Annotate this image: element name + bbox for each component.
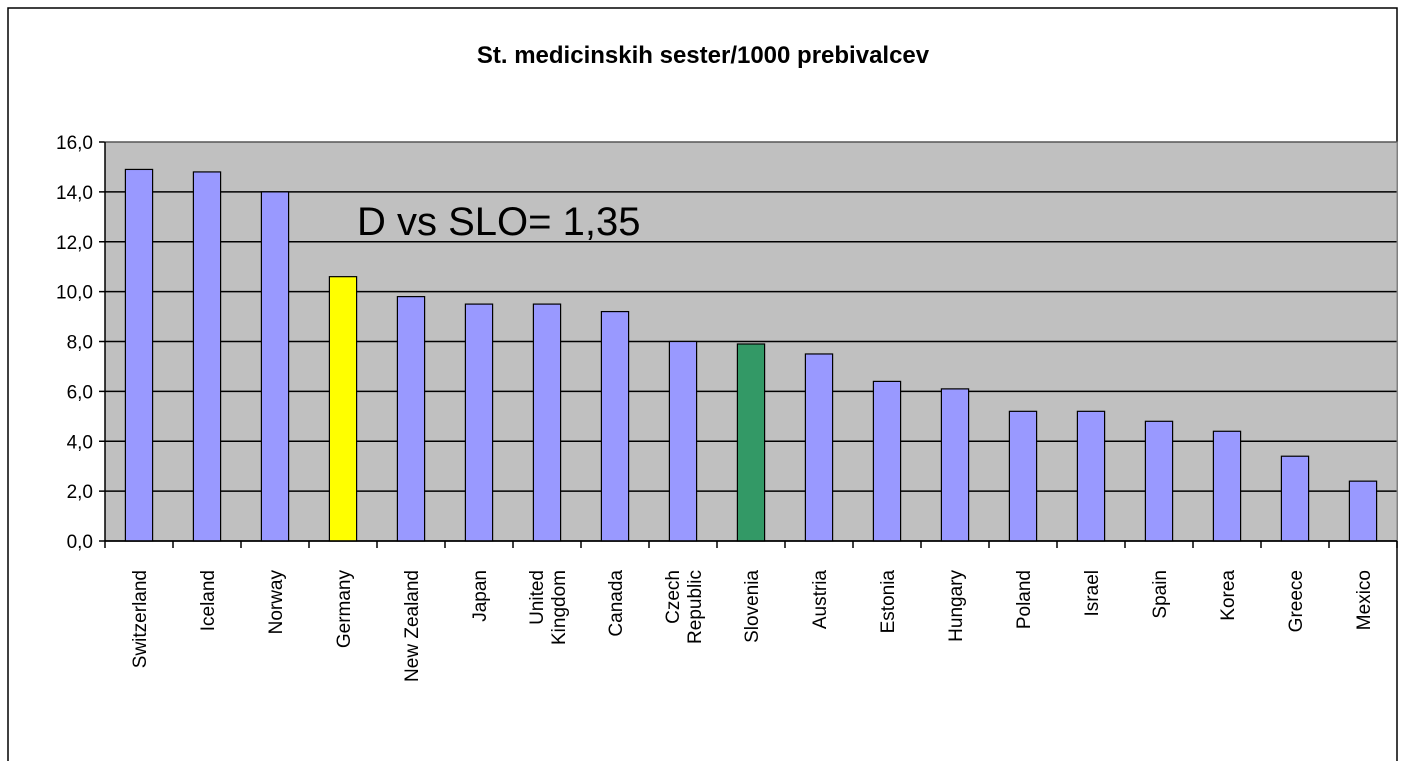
y-tick-label: 12,0 [56,233,93,254]
y-tick-label: 6,0 [67,382,93,403]
x-tick-label-line: Canada [606,570,627,637]
y-tick-label: 16,0 [56,133,93,154]
bar [940,388,970,542]
bar [1212,430,1242,542]
x-tick-label-line: Switzerland [130,570,151,668]
x-tick-label: Estonia [878,570,899,634]
bar [736,343,766,542]
x-tick-label: Austria [810,570,831,630]
x-tick-label: Greece [1286,570,1307,632]
bar [328,276,358,542]
bar [872,380,902,542]
x-tick-label: Canada [606,570,627,637]
x-tick-label-line: Poland [1014,570,1035,629]
x-tick-label-line: Slovenia [742,570,763,643]
x-tick-label: Poland [1014,570,1035,629]
x-tick-label: Spain [1150,570,1171,619]
y-tick-label: 2,0 [67,482,93,503]
x-tick-label: CzechRepublic [663,570,706,644]
x-tick-label-line: Japan [470,570,491,622]
bar [464,303,494,542]
x-tick-label: Israel [1082,570,1103,616]
bar [1280,455,1310,542]
x-tick-label-line: Estonia [878,570,899,634]
x-tick-label: Mexico [1354,570,1375,630]
x-tick-label-line: United [527,570,548,625]
x-tick-label-line: New Zealand [402,570,423,682]
x-tick-label-line: Korea [1218,570,1239,621]
bar [1076,410,1106,542]
bar [396,296,426,542]
x-tick-label-line: Iceland [198,570,219,631]
y-tick-label: 10,0 [56,283,93,304]
y-tick-label: 0,0 [67,532,93,553]
x-tick-label: Korea [1218,570,1239,621]
bar [192,171,222,542]
bar [1008,410,1038,542]
bar [1348,480,1378,542]
x-tick-label-line: Germany [334,570,355,649]
bar [260,191,290,542]
x-tick-label: UnitedKingdom [527,570,570,645]
bar [600,310,630,542]
x-tick-label-line: Kingdom [549,570,570,645]
x-tick-label: New Zealand [402,570,423,682]
bar [124,168,154,542]
x-tick-label: Hungary [946,570,967,642]
x-tick-label-line: Czech [663,570,684,624]
x-tick-label-line: Israel [1082,570,1103,616]
bar [668,340,698,542]
x-tick-label: Iceland [198,570,219,631]
x-tick-label: Norway [266,570,287,635]
y-tick-label: 4,0 [67,432,93,453]
x-tick-label-line: Greece [1286,570,1307,632]
bar [532,303,562,542]
x-tick-label: Switzerland [130,570,151,668]
x-tick-label-line: Norway [266,570,287,635]
annotation: D vs SLO= 1,35 [357,200,640,244]
bar [1144,420,1174,542]
x-tick-label-line: Austria [810,570,831,630]
chart-title: St. medicinskih sester/1000 prebivalcev [477,42,930,69]
x-tick-label: Japan [470,570,491,622]
x-tick-label-line: Republic [685,570,706,644]
y-tick-label: 14,0 [56,183,93,204]
x-tick-label: Slovenia [742,570,763,643]
bar [804,353,834,542]
x-tick-label-line: Spain [1150,570,1171,619]
x-tick-label-line: Mexico [1354,570,1375,630]
x-tick-label: Germany [334,570,355,649]
x-tick-label-line: Hungary [946,570,967,642]
y-tick-label: 8,0 [67,333,93,354]
